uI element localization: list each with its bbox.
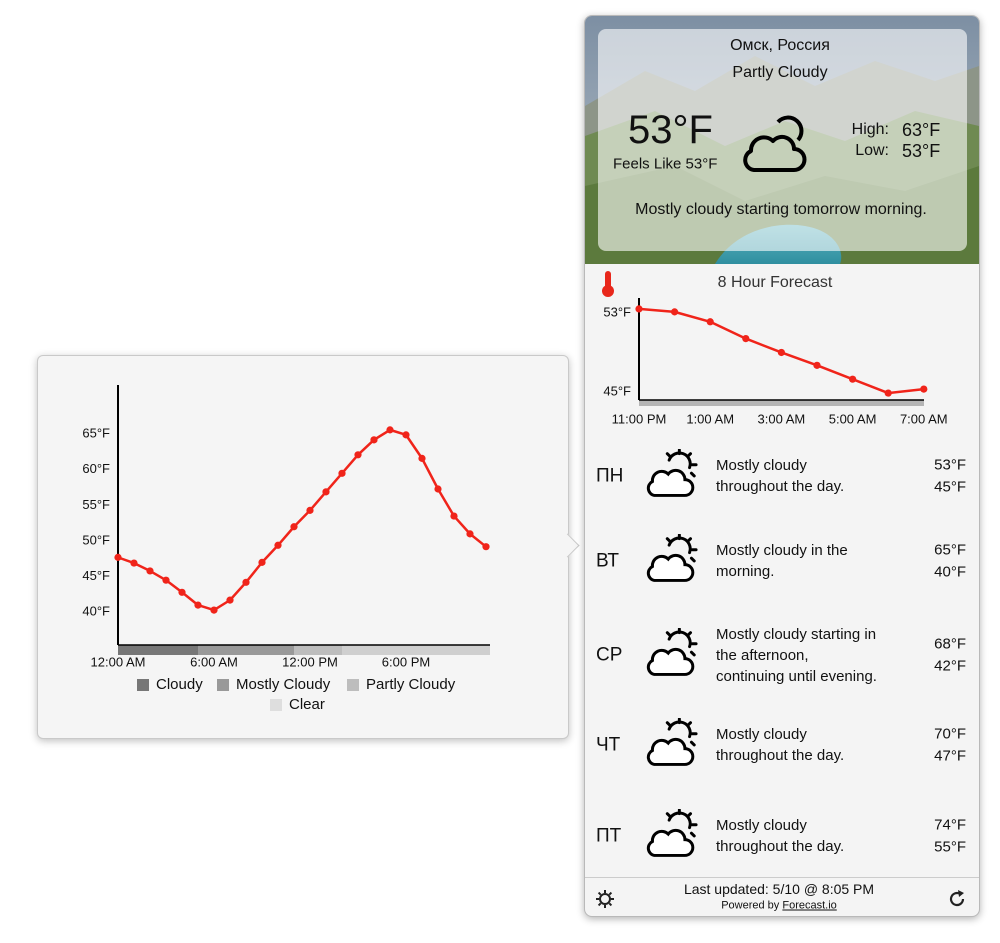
day-low: 47°F [934,747,966,765]
hourly-popover [37,355,569,739]
day-icon [646,449,698,497]
summary: Mostly cloudy starting tomorrow morning. [635,201,927,218]
day-summary: continuing until evening. [716,667,877,685]
low: 53°F [902,141,941,161]
day-low: 42°F [934,657,966,675]
day-summary: the afternoon, [716,646,809,664]
day-summary: Mostly cloudy in the [716,542,848,559]
high-label: High: [851,121,889,138]
footer-divider [585,877,979,878]
day-icon [646,628,698,676]
refresh-button[interactable] [947,889,967,909]
day-low: 40°F [934,563,966,581]
day-summary: throughout the day. [716,838,845,855]
day-summary: Mostly cloudy [716,457,807,474]
day-name: ПТ [596,825,622,847]
day-high: 70°F [934,725,966,743]
day-summary: throughout the day. [716,747,845,764]
day-high: 74°F [934,816,966,834]
powered-by: Powered by [721,899,780,912]
day-high: 65°F [934,541,966,559]
forecast-title: 8 Hour Forecast [717,274,833,291]
day-name: СР [596,644,623,666]
day-icon [646,534,698,582]
day-summary: throughout the day. [716,478,845,495]
day-icon [646,718,698,766]
high: 63°F [902,120,941,140]
day-name: ПН [596,465,624,487]
location: Омск, Россия [730,37,830,54]
weather-panel [584,15,980,917]
day-summary: Mostly cloudy starting in [716,625,877,643]
day-name: ЧТ [596,734,621,756]
feels-like: Feels Like 53°F [613,155,718,173]
settings-button[interactable] [595,889,615,909]
day-low: 45°F [934,478,966,496]
low-label: Low: [855,142,889,159]
condition: Partly Cloudy [732,64,828,81]
day-high: 68°F [934,635,966,653]
day-icon [646,809,698,857]
temperature: 53°F [628,108,713,152]
day-low: 55°F [934,838,966,856]
day-name: ВТ [596,550,620,572]
day-high: 53°F [934,456,966,474]
forecast-link[interactable]: Forecast.io [782,899,837,912]
last-updated: Last updated: 5/10 @ 8:05 PM [683,881,875,897]
current-icon [743,115,807,172]
day-summary: Mostly cloudy [716,817,807,834]
day-summary: morning. [716,563,775,580]
thermometer-icon [602,271,614,297]
day-summary: Mostly cloudy [716,726,807,743]
header-photo [585,16,979,264]
powered-by-line: Powered by Forecast.io [721,899,837,912]
